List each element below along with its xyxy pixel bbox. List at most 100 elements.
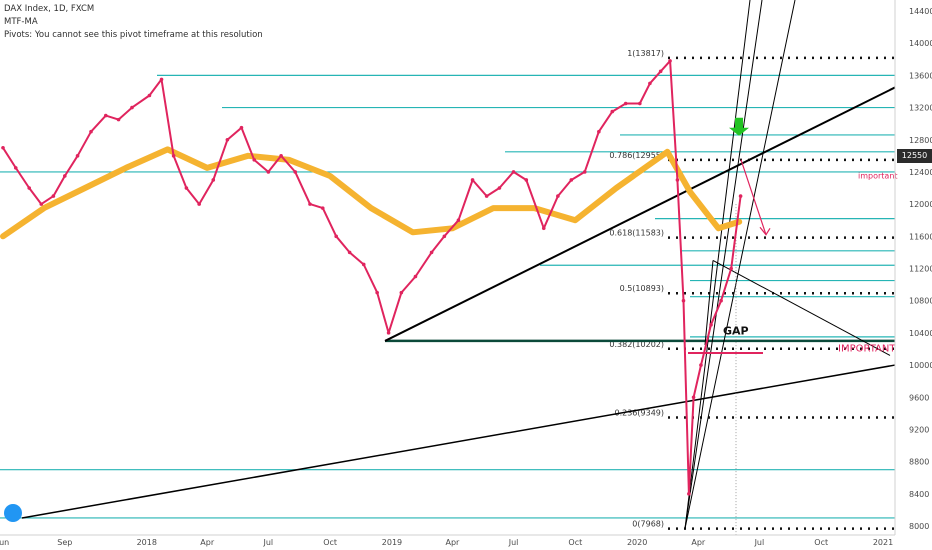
price-point[interactable]: [610, 109, 615, 114]
time-axis[interactable]: Jun Sep 2018 Apr Jul Oct 2019 Apr Jul Oct 2020 Apr J…: [0, 534, 895, 547]
fibonacci-level-label: 0.618(11583): [609, 229, 664, 238]
price-point[interactable]: [719, 298, 723, 303]
price-point[interactable]: [729, 266, 733, 271]
price-point[interactable]: [687, 492, 691, 496]
price-point[interactable]: [347, 250, 352, 255]
price-point[interactable]: [293, 170, 298, 174]
price-point[interactable]: [399, 290, 404, 295]
steep-trendline-3[interactable]: [684, 0, 751, 529]
fibonacci-level-label: 0(7968): [632, 520, 664, 529]
price-point[interactable]: [279, 154, 283, 158]
price-point[interactable]: [668, 59, 672, 63]
price-point[interactable]: [361, 262, 366, 267]
price-point[interactable]: [147, 93, 152, 98]
steep-trendline-2[interactable]: [684, 0, 796, 529]
price-point[interactable]: [413, 274, 418, 279]
price-point[interactable]: [442, 234, 447, 239]
long-term-trendline[interactable]: [21, 364, 896, 519]
price-point[interactable]: [116, 117, 121, 122]
price-point[interactable]: [1, 145, 5, 150]
price-point[interactable]: [497, 186, 502, 190]
price-point[interactable]: [375, 290, 379, 295]
price-tick-label: 8400: [909, 490, 929, 499]
price-point[interactable]: [103, 113, 108, 118]
price-point[interactable]: [266, 170, 271, 174]
price-point[interactable]: [39, 202, 44, 206]
price-point[interactable]: [484, 194, 489, 198]
price-point[interactable]: [239, 125, 244, 130]
time-tick-label: 2021: [873, 538, 893, 547]
fibonacci-level-label: 0.382(10202): [609, 340, 664, 349]
time-tick-label: Oct: [568, 538, 582, 547]
price-point[interactable]: [386, 331, 391, 335]
price-point[interactable]: [320, 206, 325, 210]
price-point[interactable]: [582, 170, 587, 174]
plot-area[interactable]: 1(13817) 0.786(12955) 0.618(11583) 0.5(1089…: [0, 0, 896, 535]
price-point[interactable]: [597, 129, 601, 134]
price-point[interactable]: [556, 194, 560, 198]
pink-arrow-shaft: [740, 159, 767, 235]
price-tick-label: 8800: [909, 458, 929, 467]
price-point[interactable]: [252, 158, 257, 162]
price-point[interactable]: [89, 129, 93, 134]
price-point[interactable]: [569, 178, 574, 182]
price-point[interactable]: [225, 137, 230, 142]
price-point[interactable]: [648, 81, 652, 86]
price-line[interactable]: [2, 59, 742, 495]
price-point[interactable]: [541, 226, 546, 231]
price-point[interactable]: [675, 178, 680, 182]
price-point[interactable]: [308, 202, 312, 206]
time-tick-label: Oct: [814, 538, 828, 547]
important-label: important: [858, 171, 898, 180]
price-point[interactable]: [470, 178, 475, 182]
price-point[interactable]: [709, 323, 713, 327]
price-point[interactable]: [524, 178, 529, 182]
price-point[interactable]: [211, 178, 216, 182]
price-bars[interactable]: [2, 60, 742, 495]
price-point[interactable]: [738, 194, 743, 198]
price-point[interactable]: [623, 101, 628, 106]
price-point[interactable]: [334, 234, 338, 239]
price-point[interactable]: [171, 154, 176, 158]
price-tick-label: 12000: [909, 200, 932, 209]
triangle-left-line[interactable]: [704, 260, 714, 345]
price-point[interactable]: [511, 170, 516, 174]
price-point[interactable]: [184, 186, 189, 190]
price-tick-label: 13200: [909, 104, 932, 113]
price-point[interactable]: [130, 105, 134, 110]
steep-trendline[interactable]: [684, 0, 763, 529]
price-point[interactable]: [159, 77, 164, 82]
time-tick-label: Jul: [508, 538, 519, 547]
price-point[interactable]: [13, 166, 18, 170]
annotation-layer: GAP important IMPORTANT: [688, 117, 898, 354]
price-point[interactable]: [75, 154, 80, 158]
time-tick-label: 2019: [382, 538, 402, 547]
price-point[interactable]: [51, 194, 56, 198]
uptrend-line[interactable]: [384, 86, 896, 342]
price-point[interactable]: [699, 363, 703, 367]
gap-label: GAP: [723, 324, 749, 337]
price-point[interactable]: [456, 218, 461, 223]
time-tick-label: Jul: [263, 538, 274, 547]
price-point[interactable]: [681, 298, 686, 303]
price-point[interactable]: [63, 174, 67, 178]
price-tick-label: 12800: [909, 136, 932, 145]
price-axis[interactable]: 8000 8400 8800 9200 9600 10000 10400 10800 11200…: [894, 0, 932, 535]
price-tick-label: 10000: [909, 361, 932, 370]
price-point[interactable]: [429, 250, 434, 255]
tradingview-logo-icon[interactable]: [4, 504, 22, 522]
price-point[interactable]: [27, 186, 31, 190]
price-point[interactable]: [197, 202, 201, 206]
price-point[interactable]: [691, 395, 696, 400]
triangle-upper-line[interactable]: [712, 260, 891, 356]
price-point[interactable]: [638, 101, 642, 106]
price-tick-label: 11600: [909, 232, 932, 241]
price-tick-label: 10800: [909, 297, 932, 306]
time-tick-label: Apr: [691, 538, 706, 547]
moving-average-line[interactable]: [0, 146, 743, 240]
time-tick-label: 2018: [137, 538, 157, 547]
price-point[interactable]: [658, 69, 663, 74]
time-tick-label: Jun: [0, 538, 9, 547]
price-tick-label: 10400: [909, 329, 932, 338]
